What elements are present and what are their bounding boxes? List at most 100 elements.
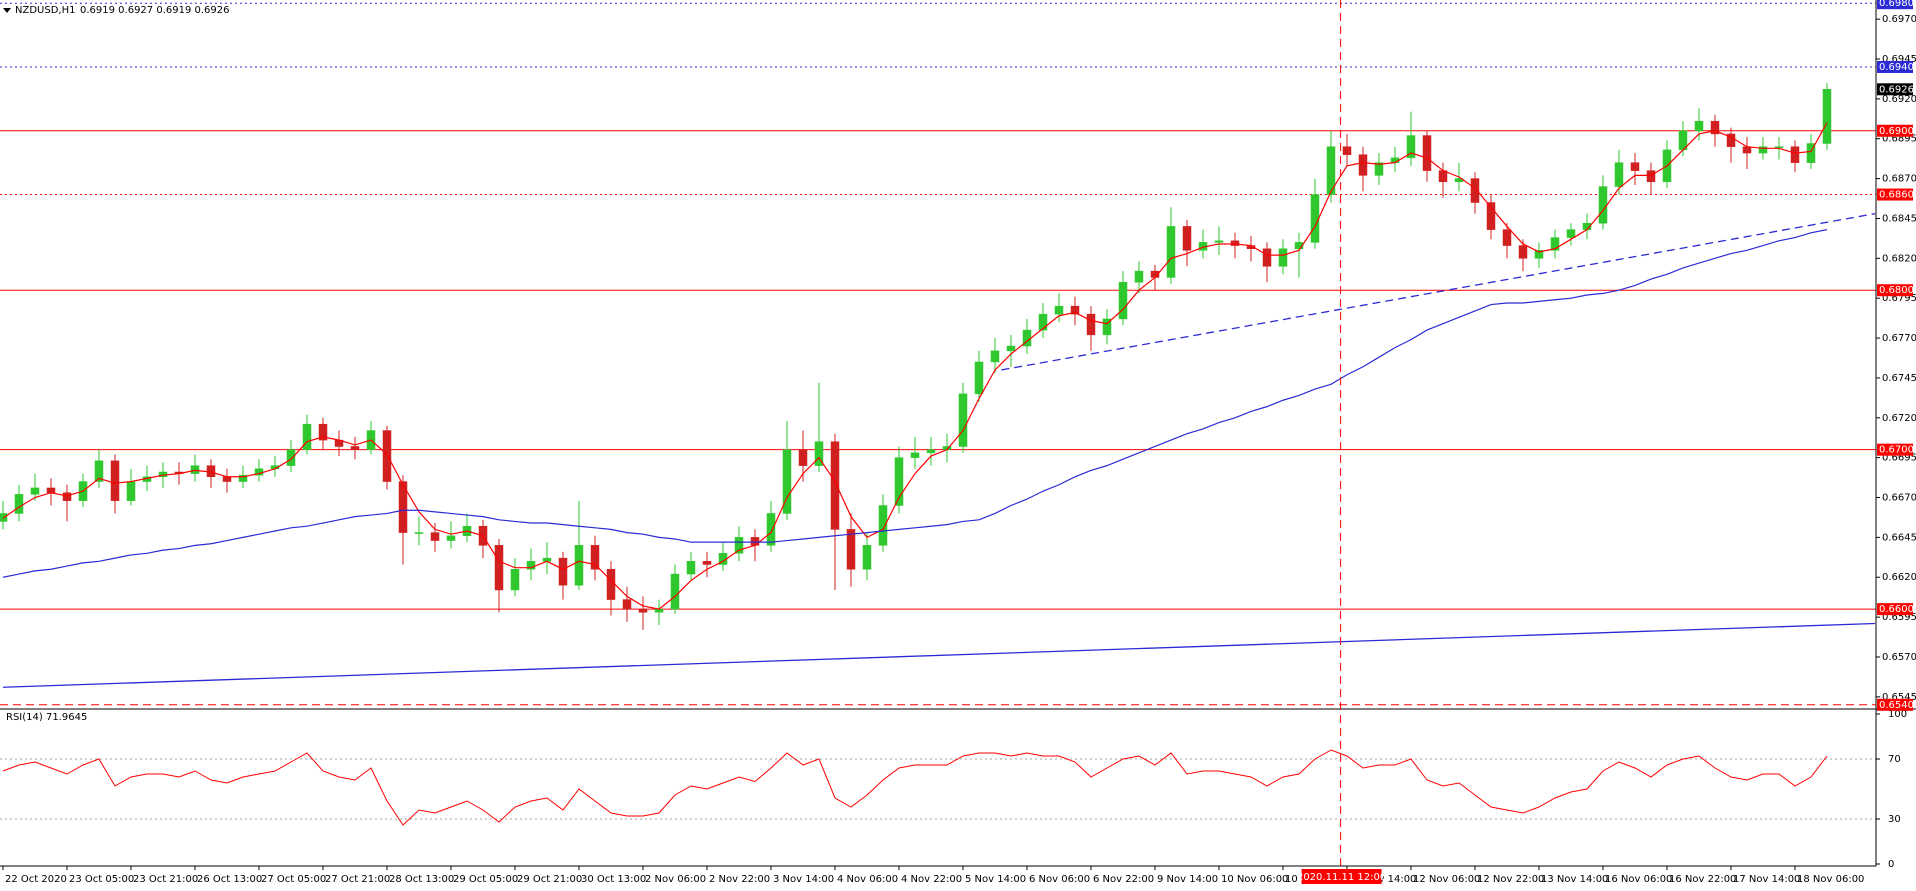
x-tick-label: 6 Nov 22:00 — [1093, 874, 1154, 885]
candle-body — [1214, 240, 1224, 243]
last-price-label: 0.6926 — [1879, 84, 1914, 95]
candle-body — [814, 441, 824, 466]
crosshair-label-box — [1301, 869, 1382, 884]
candle-body — [1422, 135, 1432, 171]
x-tick-label: 5 Nov 14:00 — [965, 874, 1026, 885]
candle-body — [1278, 248, 1288, 267]
candle-body — [1182, 226, 1192, 251]
chart-quote: 0.6919 0.6927 0.6919 0.6926 — [80, 5, 230, 16]
candle-body — [350, 446, 360, 450]
candle-body — [494, 545, 504, 591]
candle-body — [702, 561, 712, 565]
candle-body — [1742, 146, 1752, 154]
candle-body — [94, 460, 104, 482]
x-tick-label: 4 Nov 22:00 — [901, 874, 962, 885]
level-label: 0.6940 — [1879, 62, 1914, 73]
candle-body — [686, 561, 696, 575]
candle-body — [430, 532, 440, 541]
level-label: 0.6860 — [1879, 190, 1914, 201]
candle-body — [990, 350, 1000, 363]
x-tick-label: 30 Oct 13:00 — [581, 874, 646, 885]
candle-body — [574, 545, 584, 586]
candle-body — [510, 569, 520, 591]
candle-body — [926, 449, 936, 454]
candle-body — [1262, 248, 1272, 267]
candle-body — [1710, 120, 1720, 135]
x-tick-label: 16 Nov 06:00 — [1605, 874, 1672, 885]
x-tick-label: 17 Nov 14:00 — [1733, 874, 1800, 885]
x-tick-label: 23 Oct 05:00 — [69, 874, 134, 885]
level-label: 0.6980 — [1879, 0, 1914, 9]
candle-body — [446, 535, 456, 541]
candle-body — [1614, 162, 1624, 187]
level-label-box — [1877, 0, 1913, 10]
candle-body — [830, 441, 840, 530]
candle-body — [110, 460, 120, 501]
x-tick-label: 27 Oct 05:00 — [261, 874, 326, 885]
level-label: 0.6600 — [1879, 604, 1914, 615]
rsi-y-tick-label: 0 — [1888, 859, 1894, 870]
x-tick-label: 9 Nov 14:00 — [1157, 874, 1218, 885]
candle-body — [606, 569, 616, 600]
x-tick-label: 4 Nov 06:00 — [837, 874, 898, 885]
rsi-line — [2, 749, 1828, 826]
rsi-y-tick-label: 100 — [1888, 709, 1907, 720]
candle-body — [590, 545, 600, 570]
candle-body — [1374, 162, 1384, 176]
candle-body — [222, 476, 232, 482]
candle-body — [1774, 146, 1784, 148]
candle-body — [558, 557, 568, 586]
candle-body — [734, 537, 744, 554]
price-layer — [0, 82, 1876, 826]
candle-body — [318, 423, 328, 441]
candle-body — [1358, 154, 1368, 176]
y-tick-label: 0.6770 — [1882, 333, 1916, 344]
candle-body — [1070, 305, 1080, 315]
candle-body — [1646, 170, 1656, 183]
candle-body — [894, 457, 904, 506]
x-tick-label: 27 Oct 21:00 — [325, 874, 390, 885]
candle-body — [1342, 146, 1352, 155]
x-tick-label: 29 Oct 21:00 — [517, 874, 582, 885]
x-tick-label: 2 Nov 22:00 — [709, 874, 770, 885]
candle-body — [1406, 135, 1416, 159]
y-tick-label: 0.6870 — [1882, 174, 1916, 185]
candle-body — [1598, 186, 1608, 224]
y-tick-label: 0.6595 — [1882, 612, 1916, 623]
candle-body — [1758, 146, 1768, 154]
candle-body — [910, 452, 920, 458]
candle-body — [1086, 313, 1096, 336]
x-tick-label: 28 Oct 13:00 — [389, 874, 454, 885]
x-tick-label: 22 Oct 2020 — [5, 874, 67, 885]
level-label-box — [1877, 284, 1913, 297]
level-label-box — [1877, 60, 1913, 73]
candle-body — [1502, 229, 1512, 246]
x-tick-label: 11 Nov 14:00 — [1349, 874, 1416, 885]
x-tick-label: 12 Nov 06:00 — [1413, 874, 1480, 885]
candle-body — [238, 474, 248, 482]
candle-body — [766, 513, 776, 546]
level-label: 0.6900 — [1879, 126, 1914, 137]
y-tick-label: 0.6820 — [1882, 253, 1916, 264]
x-tick-label: 29 Oct 05:00 — [453, 874, 518, 885]
candle-body — [398, 481, 408, 533]
candle-body — [670, 573, 680, 610]
y-tick-label: 0.6970 — [1882, 14, 1916, 25]
level-label-box — [1877, 603, 1913, 616]
y-tick-label: 0.6945 — [1882, 54, 1916, 65]
candle-body — [1550, 237, 1560, 251]
candle-body — [638, 608, 648, 613]
candle-body — [1790, 146, 1800, 163]
level-label-box — [1877, 188, 1913, 201]
rsi-title: RSI(14) 71.9645 — [6, 712, 87, 723]
last-price-box — [1877, 83, 1913, 96]
collapse-icon[interactable] — [3, 8, 11, 13]
candle-body — [526, 561, 536, 570]
y-tick-label: 0.6720 — [1882, 413, 1916, 424]
x-tick-label: 13 Nov 14:00 — [1541, 874, 1608, 885]
candle-body — [1390, 157, 1400, 163]
